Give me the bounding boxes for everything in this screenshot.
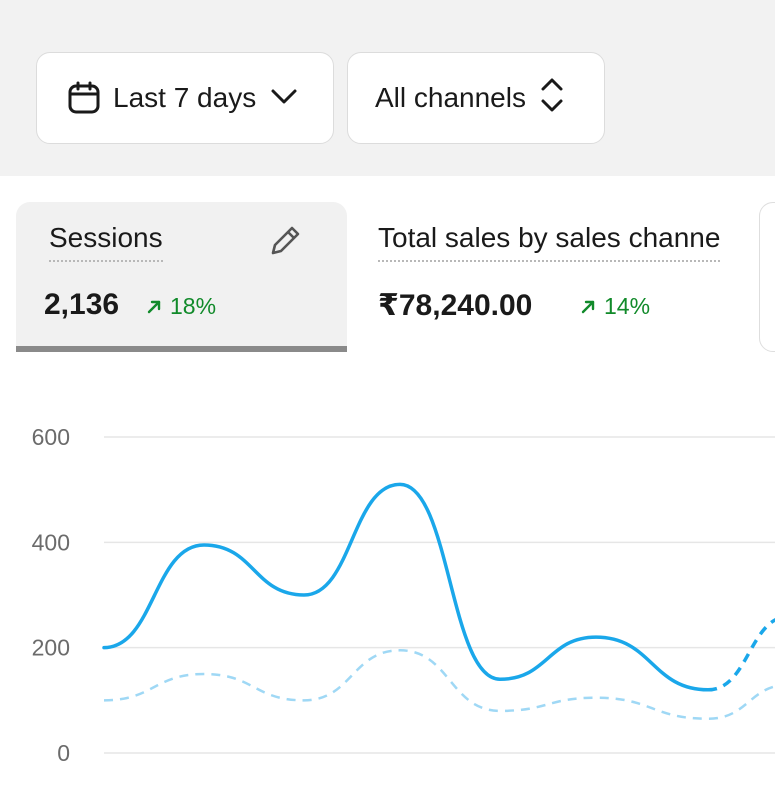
up-down-chevron-icon xyxy=(540,76,564,121)
sessions-line-chart: 600 400 200 0 xyxy=(32,424,775,766)
metric-delta-value: 18% xyxy=(170,293,217,319)
series-line-current-projection xyxy=(707,618,775,692)
metric-value-sessions: 2,136 xyxy=(44,288,120,321)
selected-indicator xyxy=(16,346,347,352)
metric-value-total-sales: ₹78,240.00 xyxy=(378,289,533,322)
trend-up-icon xyxy=(581,300,595,313)
series-line-current xyxy=(102,482,710,692)
y-tick-label: 200 xyxy=(32,635,70,661)
metric-card-sessions[interactable]: Sessions 2,136 18% xyxy=(16,202,347,352)
y-tick-label: 0 xyxy=(57,740,70,766)
filter-bar: Last 7 days All channels xyxy=(0,0,775,176)
metric-delta-total-sales: 14% xyxy=(580,293,650,320)
metric-title-sessions: Sessions xyxy=(49,222,163,262)
date-range-label: Last 7 days xyxy=(113,82,257,113)
y-tick-label: 600 xyxy=(32,424,70,450)
y-tick-label: 400 xyxy=(32,529,70,555)
channel-select-label: All channels xyxy=(375,82,526,113)
pencil-icon[interactable] xyxy=(266,222,304,265)
date-range-button[interactable]: Last 7 days xyxy=(36,52,334,144)
metric-card-total-sales[interactable]: Total sales by sales channe ₹78,240.00 1… xyxy=(362,202,762,352)
metric-delta-sessions: 18% xyxy=(146,293,216,320)
metric-title-total-sales: Total sales by sales channe xyxy=(378,222,721,262)
series-line-previous xyxy=(103,649,775,721)
chevron-down-icon xyxy=(270,82,298,114)
calendar-icon xyxy=(67,81,101,115)
channel-select-button[interactable]: All channels xyxy=(347,52,605,144)
trend-up-icon xyxy=(147,300,161,313)
metric-delta-value: 14% xyxy=(604,293,651,319)
report-panel: Sessions 2,136 18% Total sales by sales … xyxy=(0,176,775,785)
